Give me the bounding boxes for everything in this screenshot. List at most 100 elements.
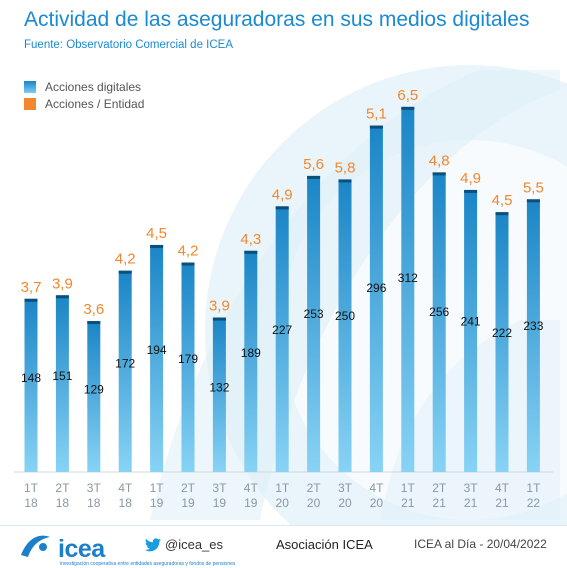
icea-logo[interactable]: icea investigación cooperativa entre ent…	[18, 531, 235, 567]
value-label-digital: 194	[147, 343, 167, 357]
bar-cap-3T-18	[87, 321, 101, 325]
x-tick-label-year: 19	[244, 496, 258, 510]
value-label-digital: 172	[115, 356, 135, 370]
legend-swatch-entidad	[24, 97, 36, 110]
x-tick-label-quarter: 4T	[495, 481, 510, 495]
association-name: Asociación ICEA	[276, 537, 373, 552]
value-label-digital: 312	[398, 271, 418, 285]
legend-item-entidad: Acciones / Entidad	[24, 95, 144, 112]
x-tick-label-quarter: 2T	[432, 481, 447, 495]
x-tick-label-quarter: 2T	[55, 481, 70, 495]
bar-1T-22	[526, 199, 540, 473]
x-tick-label-quarter: 1T	[24, 481, 39, 495]
twitter-bird-icon	[145, 537, 161, 551]
bar-cap-4T-18	[118, 270, 132, 274]
value-label-entidad: 3,7	[21, 279, 42, 296]
bar-cap-4T-21	[495, 212, 509, 216]
bar-3T-21	[464, 189, 478, 472]
x-tick-label-year: 21	[495, 496, 509, 510]
bar-3T-19	[212, 317, 226, 472]
bar-1T-18	[24, 298, 38, 472]
icea-logo-icon	[21, 535, 50, 557]
value-label-digital: 250	[335, 309, 355, 323]
bar-4T-21	[495, 212, 509, 472]
x-tick-label-year: 21	[401, 496, 415, 510]
page-subtitle: Fuente: Observatorio Comercial de ICEA	[24, 39, 234, 51]
bar-cap-3T-21	[464, 189, 478, 193]
bar-2T-18	[55, 295, 69, 472]
x-tick-label-quarter: 1T	[275, 481, 290, 495]
bar-4T-20	[369, 125, 383, 472]
value-label-digital: 256	[429, 305, 449, 319]
value-label-entidad: 5,5	[523, 179, 544, 196]
legend-label-digital: Acciones digitales	[45, 79, 142, 94]
value-label-entidad: 5,8	[335, 159, 356, 176]
value-label-entidad: 4,5	[146, 225, 167, 242]
x-tick-label-year: 20	[307, 496, 321, 510]
value-label-digital: 253	[304, 307, 324, 321]
x-tick-label-quarter: 1T	[150, 481, 165, 495]
bar-1T-19	[150, 244, 164, 472]
bar-cap-4T-20	[369, 125, 383, 129]
x-tick-label-year: 22	[527, 496, 541, 510]
value-label-entidad: 4,2	[115, 251, 136, 268]
bar-3T-18	[87, 321, 101, 472]
bar-cap-2T-19	[181, 262, 195, 266]
legend-item-digital: Acciones digitales	[24, 78, 144, 95]
bar-4T-18	[118, 270, 132, 472]
value-label-entidad: 4,2	[178, 243, 199, 260]
x-tick-label-year: 19	[181, 496, 195, 510]
x-tick-label-year: 18	[87, 496, 101, 510]
value-label-entidad: 6,5	[397, 87, 418, 104]
x-tick-label-quarter: 3T	[464, 481, 479, 495]
x-tick-label-quarter: 4T	[118, 481, 133, 495]
value-label-digital: 227	[272, 323, 292, 337]
value-label-entidad: 3,9	[209, 298, 230, 315]
value-label-entidad: 4,3	[240, 231, 261, 248]
x-tick-label-year: 21	[433, 496, 447, 510]
bar-cap-2T-21	[432, 172, 446, 176]
x-tick-label-year: 20	[370, 496, 384, 510]
bar-cap-1T-19	[150, 244, 164, 248]
x-tick-label-year: 21	[464, 496, 478, 510]
chart-legend: Acciones digitales Acciones / Entidad	[24, 78, 144, 112]
bar-1T-21	[401, 106, 415, 472]
value-label-entidad: 5,1	[366, 106, 387, 123]
value-label-entidad: 4,5	[492, 192, 513, 209]
bar-cap-3T-19	[212, 317, 226, 321]
value-label-entidad: 4,9	[272, 186, 293, 203]
x-tick-label-quarter: 4T	[244, 481, 259, 495]
twitter-handle: @icea_es	[165, 537, 224, 552]
bar-2T-20	[307, 175, 321, 472]
value-label-entidad: 3,9	[52, 275, 73, 292]
x-tick-label-year: 19	[150, 496, 164, 510]
x-tick-label-quarter: 3T	[338, 481, 353, 495]
x-tick-label-quarter: 2T	[181, 481, 196, 495]
legend-label-entidad: Acciones / Entidad	[45, 96, 145, 111]
value-label-digital: 129	[84, 382, 104, 396]
bar-2T-19	[181, 262, 195, 472]
legend-swatch-digital	[24, 80, 36, 93]
bar-cap-1T-20	[275, 206, 289, 210]
bar-1T-20	[275, 206, 289, 473]
twitter-link[interactable]: @icea_es	[145, 537, 223, 552]
value-label-digital: 296	[366, 281, 386, 295]
value-label-digital: 132	[209, 381, 229, 395]
bar-4T-19	[244, 250, 258, 472]
bar-2T-21	[432, 172, 446, 472]
x-tick-label-quarter: 2T	[307, 481, 322, 495]
x-tick-label-year: 18	[24, 496, 38, 510]
value-label-entidad: 4,8	[429, 152, 450, 169]
x-tick-label-year: 19	[213, 496, 227, 510]
footer-bar: icea investigación cooperativa entre ent…	[0, 525, 567, 568]
value-label-digital: 222	[492, 326, 512, 340]
x-tick-label-year: 18	[56, 496, 70, 510]
x-tick-label-quarter: 4T	[369, 481, 384, 495]
x-tick-label-year: 18	[119, 496, 133, 510]
x-tick-label-year: 20	[338, 496, 352, 510]
x-tick-label-quarter: 1T	[401, 481, 416, 495]
value-label-digital: 233	[523, 319, 543, 333]
publication-date: ICEA al Día - 20/04/2022	[414, 537, 547, 551]
x-tick-label-quarter: 1T	[526, 481, 541, 495]
